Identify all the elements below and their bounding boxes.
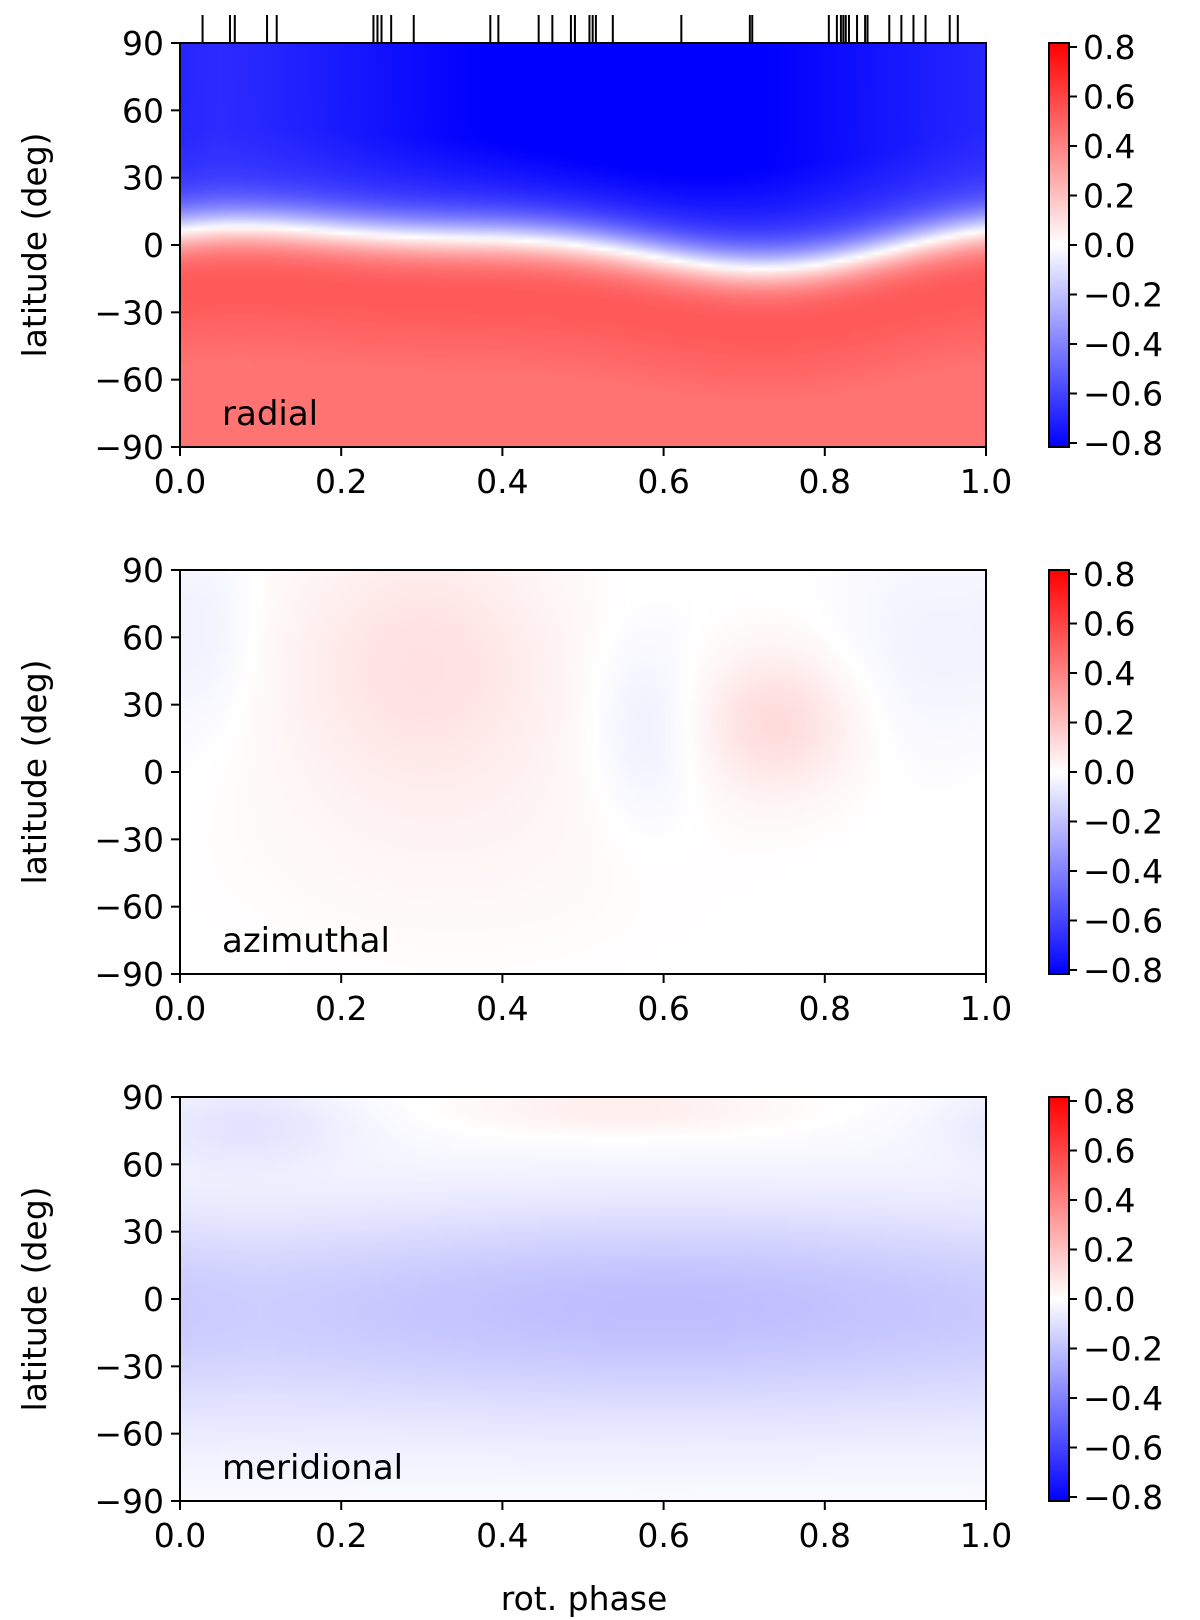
colorbar-tick-label: −0.4 — [1083, 852, 1163, 891]
colorbar-tick-label: −0.4 — [1083, 1379, 1163, 1418]
panel-radial: 0.0 0.2 0.4 0.6 0.8 1.0 90 60 30 0 −30 −60 −90 latitu… — [15, 15, 1163, 501]
x-tick-label: 0.0 — [154, 989, 206, 1028]
y-tick-label: 60 — [122, 618, 164, 657]
colorbar-tick-label: 0.4 — [1083, 1181, 1135, 1220]
y-tick-label: −60 — [94, 361, 164, 400]
y-tick-label: −30 — [94, 293, 164, 332]
colorbar-tick-label: −0.8 — [1083, 1478, 1163, 1517]
colorbar-tick-label: −0.6 — [1083, 902, 1163, 941]
colorbar-tick-label: 0.8 — [1083, 28, 1135, 67]
y-tick-label: −30 — [94, 820, 164, 859]
heatmap-azimuthal — [180, 570, 986, 974]
colorbar-tick-label: −0.2 — [1083, 1330, 1163, 1369]
colorbar-tick-label: 0.8 — [1083, 1082, 1135, 1121]
x-tick-label: 0.6 — [637, 989, 689, 1028]
y-tick-label: 90 — [122, 24, 164, 63]
panels: 0.0 0.2 0.4 0.6 0.8 1.0 90 60 30 0 −30 −60 −90 latitu… — [15, 15, 1163, 1555]
x-tick-label: 0.2 — [315, 462, 367, 501]
y-tick-label: −90 — [94, 955, 164, 994]
y-tick-label: 30 — [122, 686, 164, 725]
x-tick-label: 1.0 — [960, 989, 1012, 1028]
y-axis-label: latitude (deg) — [15, 659, 54, 884]
x-tick-label: 0.4 — [476, 1516, 528, 1555]
colorbar-tick-label: −0.6 — [1083, 1429, 1163, 1468]
y-tick-label: −30 — [94, 1347, 164, 1386]
y-axis-label: latitude (deg) — [15, 132, 54, 357]
y-tick-label: −60 — [94, 888, 164, 927]
x-tick-label: 0.0 — [154, 1516, 206, 1555]
colorbar — [1049, 1097, 1069, 1501]
y-tick-label: −60 — [94, 1415, 164, 1454]
y-tick-label: 0 — [143, 1280, 164, 1319]
colorbar-tick-label: 0.8 — [1083, 555, 1135, 594]
colorbar-tick-label: −0.6 — [1083, 375, 1163, 414]
y-tick-label: 60 — [122, 91, 164, 130]
x-tick-label: 0.8 — [799, 989, 851, 1028]
x-tick-label: 0.4 — [476, 462, 528, 501]
panel-label-meridional: meridional — [222, 1448, 403, 1488]
colorbar-tick-label: −0.4 — [1083, 325, 1163, 364]
colorbar — [1049, 570, 1069, 974]
x-tick-label: 0.4 — [476, 989, 528, 1028]
x-tick-label: 0.8 — [799, 1516, 851, 1555]
colorbar-tick-label: 0.2 — [1083, 704, 1135, 743]
x-tick-label: 0.6 — [637, 1516, 689, 1555]
y-tick-label: 0 — [143, 753, 164, 792]
x-tick-label: 0.2 — [315, 1516, 367, 1555]
y-axis-label: latitude (deg) — [15, 1186, 54, 1411]
y-tick-label: −90 — [94, 428, 164, 467]
heatmap-meridional — [180, 1097, 986, 1501]
x-tick-label: 0.8 — [799, 462, 851, 501]
colorbar-tick-label: 0.2 — [1083, 1231, 1135, 1270]
colorbar-tick-label: −0.2 — [1083, 803, 1163, 842]
colorbar-tick-label: −0.8 — [1083, 424, 1163, 463]
colorbar — [1049, 43, 1069, 447]
colorbar-tick-label: 0.6 — [1083, 605, 1135, 644]
x-tick-label: 0.6 — [637, 462, 689, 501]
y-tick-label: −90 — [94, 1482, 164, 1521]
y-tick-label: 30 — [122, 159, 164, 198]
colorbar-tick-label: 0.0 — [1083, 226, 1135, 265]
y-tick-label: 90 — [122, 551, 164, 590]
colorbar-tick-label: 0.6 — [1083, 78, 1135, 117]
colorbar-tick-label: 0.4 — [1083, 654, 1135, 693]
colorbar-tick-label: 0.4 — [1083, 127, 1135, 166]
colorbar-tick-label: 0.6 — [1083, 1132, 1135, 1171]
colorbar-tick-label: −0.8 — [1083, 951, 1163, 990]
heatmap-radial — [180, 43, 986, 447]
colorbar-tick-label: 0.2 — [1083, 177, 1135, 216]
panel-azimuthal: 0.0 0.2 0.4 0.6 0.8 1.0 90 60 30 0 −30 −60 −90 latitu… — [15, 551, 1163, 1028]
y-tick-label: 30 — [122, 1213, 164, 1252]
x-axis-label: rot. phase — [501, 1579, 668, 1618]
colorbar-tick-label: −0.2 — [1083, 276, 1163, 315]
panel-label-azimuthal: azimuthal — [222, 921, 390, 961]
panel-meridional: 0.0 0.2 0.4 0.6 0.8 1.0 90 60 30 0 −30 −60 −90 latitu… — [15, 1078, 1163, 1555]
panel-label-radial: radial — [222, 394, 318, 434]
x-tick-label: 0.0 — [154, 462, 206, 501]
x-tick-label: 0.2 — [315, 989, 367, 1028]
x-tick-label: 1.0 — [960, 462, 1012, 501]
y-tick-label: 0 — [143, 226, 164, 265]
colorbar-tick-label: 0.0 — [1083, 753, 1135, 792]
y-tick-label: 90 — [122, 1078, 164, 1117]
x-tick-label: 1.0 — [960, 1516, 1012, 1555]
y-tick-label: 60 — [122, 1145, 164, 1184]
colorbar-tick-label: 0.0 — [1083, 1280, 1135, 1319]
